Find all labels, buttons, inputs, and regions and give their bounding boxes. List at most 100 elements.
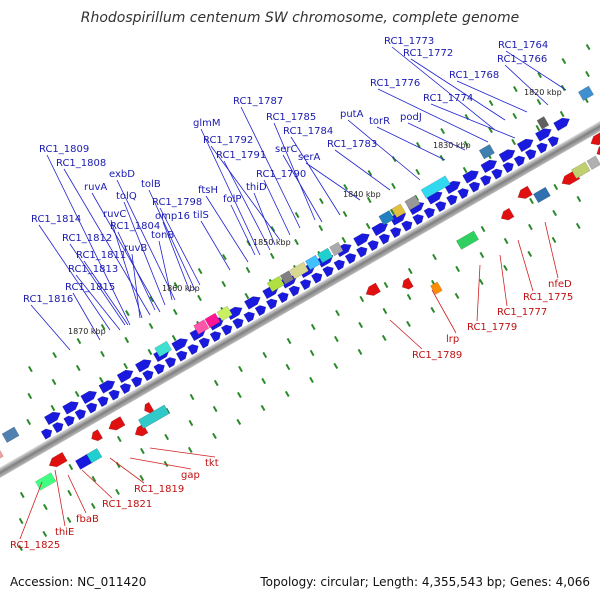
forward-gene-arrow[interactable]: [171, 338, 189, 352]
reverse-gene-arrow[interactable]: [517, 185, 533, 199]
forward-gene-arrow[interactable]: [108, 389, 120, 401]
reverse-gene-label[interactable]: fbaB: [76, 514, 99, 525]
forward-gene-label[interactable]: RC1_1772: [403, 48, 453, 59]
forward-gene-label[interactable]: RC1_1768: [449, 70, 499, 81]
forward-gene-label[interactable]: RC1_1812: [62, 233, 112, 244]
forward-gene-arrow[interactable]: [553, 117, 570, 132]
forward-gene-label[interactable]: tolB: [141, 179, 161, 190]
forward-gene-arrow[interactable]: [80, 390, 98, 405]
reverse-gene-arrow[interactable]: [365, 282, 381, 296]
reverse-gene-label[interactable]: RC1_1779: [467, 322, 517, 333]
reverse-gene-arrow[interactable]: [91, 429, 103, 442]
forward-gene-label[interactable]: ruvB: [124, 243, 147, 254]
forward-gene-arrow[interactable]: [175, 350, 188, 362]
forward-gene-arrow[interactable]: [480, 159, 498, 174]
forward-gene-label[interactable]: ruvA: [84, 182, 107, 193]
forward-gene-label[interactable]: ftsH: [198, 185, 218, 196]
forward-gene-arrow[interactable]: [142, 370, 154, 382]
forward-gene-arrow[interactable]: [130, 376, 143, 388]
reverse-gene-label[interactable]: thiE: [55, 527, 74, 538]
forward-gene-arrow[interactable]: [116, 369, 134, 384]
forward-gene-label[interactable]: RC1_1784: [283, 126, 333, 137]
forward-gene-label[interactable]: thiD: [246, 182, 267, 193]
forward-gene-arrow[interactable]: [491, 168, 503, 180]
forward-gene-arrow[interactable]: [85, 402, 98, 414]
forward-gene-label[interactable]: RC1_1813: [68, 264, 118, 275]
forward-gene-label[interactable]: RC1_1773: [384, 36, 434, 47]
forward-gene-arrow[interactable]: [52, 422, 64, 434]
forward-gene-arrow[interactable]: [457, 188, 469, 200]
forward-gene-arrow[interactable]: [468, 181, 481, 193]
forward-gene-label[interactable]: RC1_1783: [327, 139, 377, 150]
reverse-gene-label[interactable]: RC1_1821: [102, 499, 152, 510]
forward-gene-arrow[interactable]: [119, 383, 132, 395]
reverse-gene-arrow[interactable]: [134, 423, 149, 437]
reverse-gene-arrow[interactable]: [48, 451, 68, 468]
forward-gene-arrow[interactable]: [401, 220, 413, 232]
forward-gene-arrow[interactable]: [423, 207, 436, 219]
forward-gene-arrow[interactable]: [462, 170, 480, 184]
forward-gene-arrow[interactable]: [134, 359, 152, 373]
forward-gene-label[interactable]: tonB: [151, 230, 174, 241]
forward-gene-arrow[interactable]: [43, 411, 61, 426]
forward-gene-arrow[interactable]: [62, 401, 79, 415]
forward-gene-arrow[interactable]: [243, 311, 255, 323]
forward-gene-arrow[interactable]: [513, 155, 526, 167]
forward-gene-arrow[interactable]: [536, 142, 548, 154]
forward-gene-label[interactable]: tolQ: [116, 191, 137, 202]
forward-gene-label[interactable]: serA: [298, 152, 320, 163]
reverse-gene-label[interactable]: nfeD: [548, 279, 572, 290]
reverse-gene-arrow[interactable]: [590, 129, 600, 146]
forward-gene-label[interactable]: RC1_1776: [370, 78, 420, 89]
forward-gene-arrow[interactable]: [243, 296, 261, 310]
forward-gene-label[interactable]: RC1_1808: [56, 158, 106, 169]
forward-gene-label[interactable]: RC1_1792: [203, 135, 253, 146]
reverse-gene-label[interactable]: RC1_1789: [412, 350, 462, 361]
forward-gene-label[interactable]: RC1_1774: [423, 93, 473, 104]
forward-gene-arrow[interactable]: [198, 337, 210, 349]
forward-gene-arrow[interactable]: [299, 279, 312, 291]
forward-gene-label[interactable]: RC1_1766: [497, 54, 547, 65]
reverse-gene-label[interactable]: RC1_1825: [10, 540, 60, 551]
forward-gene-arrow[interactable]: [378, 233, 391, 245]
reverse-gene-arrow[interactable]: [596, 144, 600, 156]
forward-gene-arrow[interactable]: [516, 138, 534, 153]
forward-gene-label[interactable]: podJ: [400, 112, 422, 123]
forward-gene-arrow[interactable]: [187, 344, 199, 356]
forward-gene-arrow[interactable]: [412, 214, 424, 226]
forward-gene-arrow[interactable]: [74, 409, 87, 421]
forward-gene-label[interactable]: putA: [340, 109, 364, 120]
forward-gene-label[interactable]: folP: [223, 194, 241, 205]
forward-gene-arrow[interactable]: [353, 233, 370, 247]
forward-gene-arrow[interactable]: [502, 162, 514, 174]
forward-gene-arrow[interactable]: [322, 266, 334, 278]
reverse-gene-arrow[interactable]: [108, 416, 126, 431]
forward-gene-label[interactable]: RC1_1809: [39, 144, 89, 155]
reverse-gene-label[interactable]: lrp: [446, 334, 459, 345]
forward-gene-arrow[interactable]: [209, 331, 222, 343]
forward-gene-arrow[interactable]: [97, 396, 109, 408]
forward-gene-arrow[interactable]: [389, 227, 402, 239]
forward-gene-arrow[interactable]: [254, 305, 267, 317]
forward-gene-arrow[interactable]: [498, 149, 516, 163]
forward-gene-label[interactable]: glmM: [193, 118, 221, 129]
forward-gene-arrow[interactable]: [153, 363, 165, 375]
forward-gene-arrow[interactable]: [40, 428, 53, 440]
forward-gene-arrow[interactable]: [98, 380, 116, 394]
forward-gene-arrow[interactable]: [524, 149, 537, 161]
forward-gene-label[interactable]: RC1_1814: [31, 214, 81, 225]
forward-gene-arrow[interactable]: [164, 357, 177, 369]
reverse-gene-label[interactable]: tkt: [205, 458, 219, 469]
forward-gene-arrow[interactable]: [63, 415, 75, 427]
forward-gene-arrow[interactable]: [479, 175, 492, 187]
forward-gene-label[interactable]: omp16: [155, 211, 190, 222]
reverse-gene-arrow[interactable]: [500, 207, 515, 221]
reverse-gene-arrow[interactable]: [401, 277, 414, 290]
forward-gene-label[interactable]: RC1_1798: [152, 197, 202, 208]
forward-gene-label[interactable]: tilS: [193, 210, 209, 221]
forward-gene-label[interactable]: RC1_1804: [110, 221, 160, 232]
forward-gene-arrow[interactable]: [534, 128, 552, 142]
forward-gene-label[interactable]: exbD: [109, 169, 135, 180]
forward-gene-label[interactable]: RC1_1790: [256, 169, 306, 180]
reverse-gene-label[interactable]: RC1_1775: [523, 292, 573, 303]
